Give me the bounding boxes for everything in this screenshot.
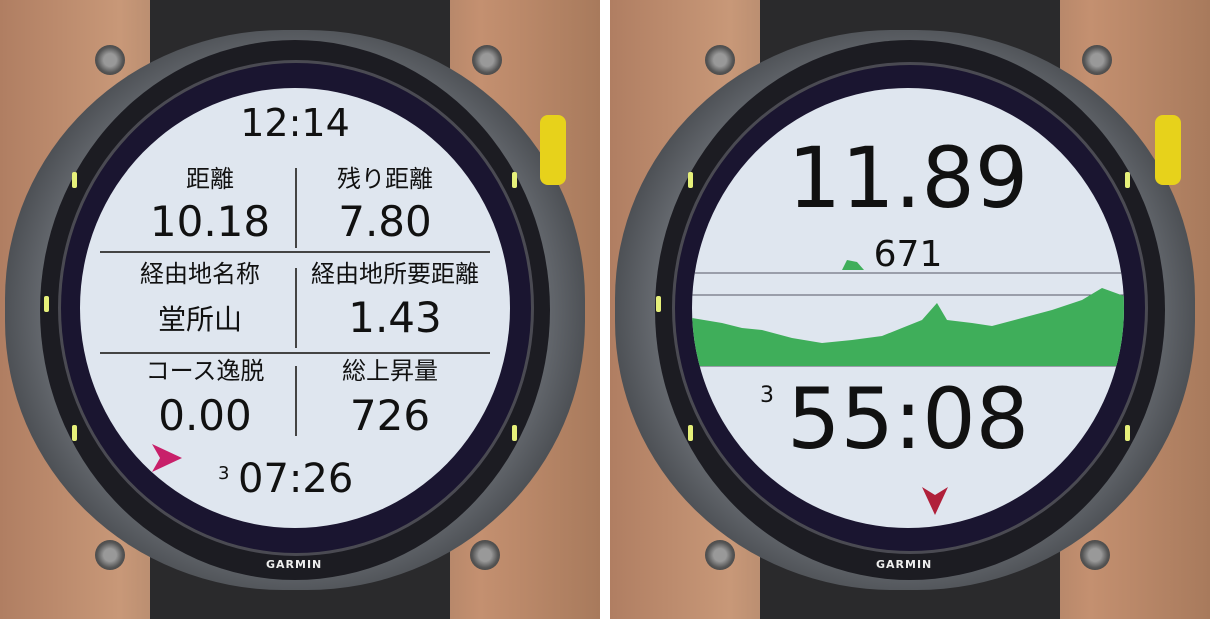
field-label: コース逸脱 — [145, 357, 265, 385]
bezel-tick — [688, 172, 693, 188]
screw — [470, 540, 500, 570]
field-value: 1.43 — [348, 293, 442, 342]
start-button[interactable] — [1155, 115, 1181, 185]
left-watch-photo: 12:14 距離 10.18 残り距離 7.80 経由地名称 堂所山 経由地所要… — [0, 0, 600, 619]
divider — [295, 366, 297, 436]
field-label: 残り距離 — [337, 165, 433, 193]
clock-time: 12:14 — [240, 101, 350, 145]
screw — [95, 540, 125, 570]
field-label: 経由地名称 — [140, 260, 260, 288]
start-button[interactable] — [540, 115, 566, 185]
elevation-value: 671 — [873, 234, 943, 275]
field-value: 726 — [349, 391, 431, 440]
course-pointer-icon — [152, 444, 182, 472]
elevation-profile-area — [692, 288, 1124, 366]
screw — [705, 540, 735, 570]
field-label: 経由地所要距離 — [311, 260, 479, 288]
divider — [100, 251, 490, 253]
course-pointer-icon — [922, 487, 948, 515]
right-watch-photo: 11.89 671 3 55:08 GARMIN — [610, 0, 1210, 619]
timer-prefix: 3 — [218, 463, 230, 484]
screw — [1080, 540, 1110, 570]
field-value: 0.00 — [158, 391, 252, 440]
watch-screen: 11.89 671 3 55:08 — [692, 88, 1124, 528]
timer-prefix: 3 — [760, 383, 774, 408]
field-value: 10.18 — [149, 197, 271, 246]
field-label: 総上昇量 — [342, 357, 438, 385]
divider — [295, 168, 297, 248]
bezel-tick — [512, 172, 517, 188]
elevation-profile-chart — [692, 260, 1124, 367]
timer: 07:26 — [238, 456, 354, 502]
divider — [100, 352, 490, 354]
screw — [1082, 45, 1112, 75]
bezel-tick — [72, 425, 77, 441]
field-value: 堂所山 — [157, 303, 242, 336]
divider — [295, 268, 297, 348]
distance-value: 11.89 — [787, 129, 1029, 227]
bezel-tick — [1125, 425, 1130, 441]
garmin-logo: GARMIN — [266, 558, 323, 571]
bezel-tick — [1125, 172, 1130, 188]
watch-screen: 12:14 距離 10.18 残り距離 7.80 経由地名称 堂所山 経由地所要… — [80, 88, 510, 528]
field-label: 距離 — [186, 165, 234, 193]
timer: 55:08 — [787, 370, 1030, 468]
bezel-tick — [72, 172, 77, 188]
screw — [472, 45, 502, 75]
bezel-tick — [656, 296, 661, 312]
bezel-tick — [512, 425, 517, 441]
elevation-marker — [842, 260, 864, 270]
screw — [95, 45, 125, 75]
bezel-tick — [44, 296, 49, 312]
screw — [705, 45, 735, 75]
field-value: 7.80 — [338, 197, 432, 246]
garmin-logo: GARMIN — [876, 558, 933, 571]
bezel-tick — [688, 425, 693, 441]
